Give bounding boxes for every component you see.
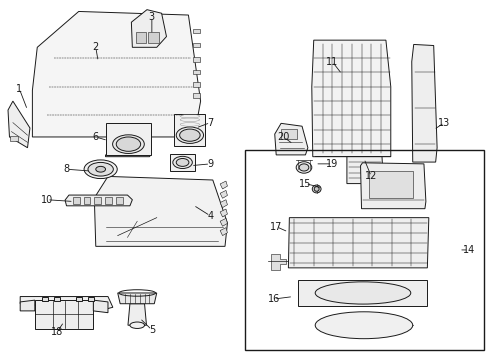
Bar bbox=[148, 32, 159, 43]
Polygon shape bbox=[220, 200, 227, 208]
Polygon shape bbox=[411, 44, 436, 162]
Polygon shape bbox=[298, 280, 427, 306]
Polygon shape bbox=[42, 297, 48, 301]
Text: 14: 14 bbox=[462, 245, 474, 255]
Bar bbox=[193, 29, 200, 33]
Bar bbox=[193, 57, 200, 62]
Text: 7: 7 bbox=[207, 118, 213, 128]
Polygon shape bbox=[54, 297, 60, 301]
Polygon shape bbox=[220, 219, 227, 226]
Text: 20: 20 bbox=[277, 132, 289, 142]
Polygon shape bbox=[32, 12, 200, 137]
Polygon shape bbox=[8, 101, 30, 148]
Ellipse shape bbox=[96, 166, 105, 172]
Polygon shape bbox=[88, 297, 94, 301]
Ellipse shape bbox=[176, 158, 188, 166]
Polygon shape bbox=[65, 195, 132, 206]
Ellipse shape bbox=[312, 185, 321, 193]
Text: 16: 16 bbox=[267, 294, 279, 304]
Polygon shape bbox=[274, 123, 307, 155]
Ellipse shape bbox=[84, 160, 117, 179]
Text: 18: 18 bbox=[51, 327, 63, 337]
Ellipse shape bbox=[112, 135, 144, 153]
Text: 8: 8 bbox=[63, 164, 69, 174]
Text: 1: 1 bbox=[16, 84, 22, 94]
Polygon shape bbox=[220, 181, 227, 189]
Bar bbox=[105, 197, 112, 204]
Bar bbox=[94, 197, 101, 204]
Text: 11: 11 bbox=[325, 57, 338, 67]
Text: 13: 13 bbox=[437, 118, 449, 128]
Polygon shape bbox=[346, 157, 383, 184]
Bar bbox=[136, 32, 146, 43]
Polygon shape bbox=[20, 300, 35, 311]
Ellipse shape bbox=[130, 322, 144, 328]
Ellipse shape bbox=[315, 282, 410, 304]
Text: 15: 15 bbox=[299, 179, 311, 189]
Polygon shape bbox=[35, 300, 93, 329]
Polygon shape bbox=[94, 176, 227, 246]
Ellipse shape bbox=[314, 186, 319, 191]
Polygon shape bbox=[288, 218, 428, 268]
Ellipse shape bbox=[116, 137, 141, 151]
Polygon shape bbox=[118, 293, 157, 304]
Polygon shape bbox=[311, 40, 390, 157]
Text: 12: 12 bbox=[365, 171, 377, 181]
Bar bbox=[193, 82, 200, 87]
Polygon shape bbox=[360, 163, 425, 209]
Ellipse shape bbox=[179, 129, 200, 141]
Polygon shape bbox=[220, 190, 227, 198]
Bar bbox=[193, 93, 200, 98]
Bar bbox=[368, 171, 412, 198]
Text: 19: 19 bbox=[325, 159, 338, 169]
Ellipse shape bbox=[172, 156, 192, 168]
Bar bbox=[83, 197, 90, 204]
Bar bbox=[170, 154, 194, 171]
Text: 5: 5 bbox=[148, 325, 155, 335]
Polygon shape bbox=[20, 297, 113, 311]
Bar bbox=[173, 114, 205, 146]
Bar bbox=[116, 197, 122, 204]
Polygon shape bbox=[271, 253, 285, 270]
Bar bbox=[245, 149, 484, 350]
Text: 9: 9 bbox=[207, 159, 213, 169]
Polygon shape bbox=[131, 10, 166, 47]
Text: 2: 2 bbox=[92, 42, 99, 52]
Ellipse shape bbox=[299, 164, 308, 171]
Bar bbox=[193, 43, 200, 47]
Polygon shape bbox=[105, 155, 151, 157]
Ellipse shape bbox=[315, 312, 412, 339]
Polygon shape bbox=[220, 209, 227, 217]
Bar bbox=[281, 129, 296, 139]
Bar bbox=[193, 70, 200, 74]
Bar bbox=[10, 136, 18, 140]
Ellipse shape bbox=[296, 162, 311, 173]
Polygon shape bbox=[76, 297, 82, 301]
Text: 4: 4 bbox=[207, 211, 213, 221]
Polygon shape bbox=[93, 300, 108, 313]
Bar bbox=[105, 123, 151, 155]
Ellipse shape bbox=[88, 162, 113, 176]
Text: 17: 17 bbox=[269, 222, 282, 231]
Text: 6: 6 bbox=[93, 132, 99, 142]
Ellipse shape bbox=[176, 127, 203, 143]
Bar bbox=[73, 197, 80, 204]
Polygon shape bbox=[220, 228, 227, 235]
Text: 3: 3 bbox=[148, 12, 155, 22]
Polygon shape bbox=[128, 304, 146, 325]
Text: 10: 10 bbox=[41, 195, 53, 205]
